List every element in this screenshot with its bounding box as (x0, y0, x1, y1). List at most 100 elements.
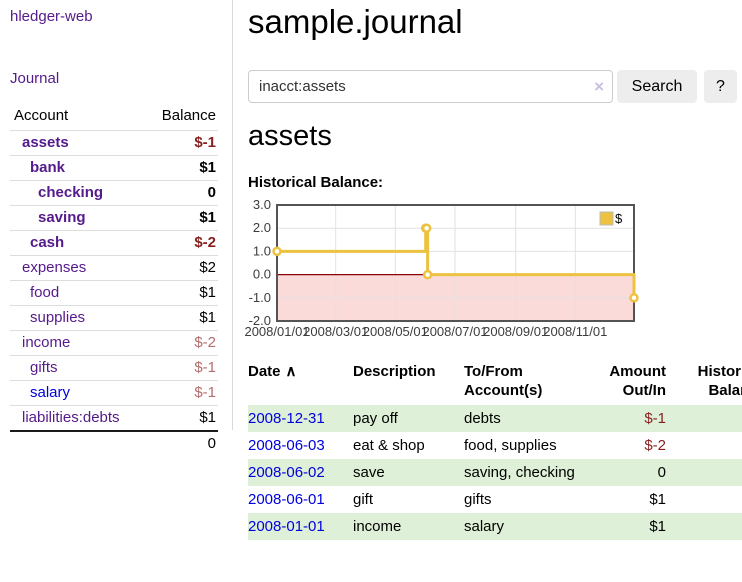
account-row: checking 0 (10, 180, 218, 206)
transaction-accounts: food, supplies (464, 437, 557, 454)
accounts-total-row: 0 (10, 430, 218, 456)
transaction-date-cell[interactable]: 2008-12-31 (248, 405, 353, 432)
transaction-description: pay off (353, 410, 398, 427)
account-row: bank $1 (10, 155, 218, 181)
column-header-date[interactable]: Date ∧ (248, 358, 353, 405)
account-balance: $-1 (147, 355, 218, 381)
chart-x-tick-label: 2008/09/01 (483, 324, 548, 339)
transactions-header: Date ∧ Description To/From Account(s) Amount… (248, 358, 742, 405)
column-header-label: Description (353, 363, 436, 380)
transaction-balance: $2 (666, 459, 742, 486)
transaction-date-link[interactable]: 2008-01-01 (248, 518, 325, 535)
sidebar-divider (232, 0, 233, 430)
column-header-label: To/From Account(s) (464, 363, 543, 399)
transaction-balance: 0 (666, 432, 742, 459)
transaction-date-link[interactable]: 2008-06-01 (248, 491, 325, 508)
chart-legend-swatch (599, 211, 614, 226)
account-link[interactable]: checking (38, 184, 104, 201)
sidebar-item-journal[interactable]: Journal (10, 70, 60, 87)
transaction-row[interactable]: 2008-01-01 income salary $1$1 (248, 513, 742, 540)
account-row: food $1 (10, 280, 218, 306)
account-row: saving $1 (10, 205, 218, 231)
account-link[interactable]: salary (30, 384, 71, 401)
chart-y-tick-label: -1.0 (249, 290, 271, 305)
chart-legend-label: $ (615, 211, 623, 226)
transaction-amount: $-1 (644, 410, 666, 427)
column-header-description: Description (353, 358, 464, 405)
transaction-row[interactable]: 2008-12-31 pay off debts $-1$-1 (248, 405, 742, 432)
chart-y-tick-label: -2.0 (249, 313, 271, 328)
account-row: income $-2 (10, 330, 218, 356)
clear-search-icon[interactable]: × (594, 77, 604, 96)
chart-y-tick-label: 1.0 (253, 243, 271, 258)
transaction-balance: $1 (666, 513, 742, 540)
accounts-header-row: Account Balance (10, 102, 218, 131)
chart-x-tick-label: 2008/03/01 (303, 324, 368, 339)
transaction-date-cell[interactable]: 2008-06-01 (248, 486, 353, 513)
account-balance: $2 (147, 255, 218, 281)
chart-x-tick-label: 2008/05/01 (363, 324, 428, 339)
account-link[interactable]: supplies (30, 309, 86, 326)
account-link[interactable]: gifts (30, 359, 58, 376)
column-header-to-from-account-s: To/From Account(s) (464, 358, 587, 405)
chart-point-marker (421, 223, 432, 233)
account-balance: $-2 (147, 330, 218, 356)
account-link[interactable]: income (22, 334, 71, 351)
account-balance: $1 (147, 280, 218, 306)
transaction-date-link[interactable]: 2008-06-02 (248, 464, 325, 481)
sort-ascending-icon: ∧ (285, 363, 297, 380)
column-header-label: Historical Balance (697, 363, 742, 399)
accounts-table-body: assets $-1 bank $1 checking 0 saving $1 cash $-2 e… (10, 130, 218, 431)
account-link[interactable]: bank (30, 159, 66, 176)
account-balance: $1 (147, 405, 218, 431)
transaction-date-link[interactable]: 2008-06-03 (248, 437, 325, 454)
accounts-total: 0 (147, 430, 218, 456)
account-link[interactable]: liabilities:debts (22, 409, 120, 426)
account-row: gifts $-1 (10, 355, 218, 381)
account-link[interactable]: assets (22, 134, 69, 151)
chart-border (276, 204, 635, 322)
transaction-description: save (353, 464, 385, 481)
transaction-description: gift (353, 491, 374, 508)
account-row: liabilities:debts $1 (10, 405, 218, 431)
chart-point-marker (272, 246, 282, 257)
account-balance: $1 (147, 305, 218, 331)
transactions-body: 2008-12-31 pay off debts $-1$-1 2008-06-03 ea… (248, 405, 742, 540)
transaction-balance: $-1 (666, 405, 742, 432)
page-title: sample.journal (248, 3, 463, 40)
account-link[interactable]: cash (30, 234, 65, 251)
account-row: cash $-2 (10, 230, 218, 256)
transaction-amount: $1 (649, 518, 666, 535)
column-header-amount-out-in: Amount Out/In (587, 358, 666, 405)
transaction-amount: $-2 (644, 437, 666, 454)
transaction-date-cell[interactable]: 2008-06-02 (248, 459, 353, 486)
transaction-amount: $1 (649, 491, 666, 508)
balance-chart: 3.0 2.0 1.0 0.0 -1.0 -2.02008/01/012008/03/01… (244, 197, 639, 339)
account-balance: $-2 (147, 230, 218, 256)
transaction-row[interactable]: 2008-06-02 save saving, checking 0$2 (248, 459, 742, 486)
transaction-date-link[interactable]: 2008-12-31 (248, 410, 325, 427)
transaction-balance: $2 (666, 486, 742, 513)
accounts-table: Account Balance assets $-1 bank $1 checking 0… (10, 102, 218, 456)
search-button[interactable]: Search (617, 70, 697, 103)
sidebar: hledger-web Journal Account Balance asse… (0, 0, 232, 456)
account-balance: 0 (147, 180, 218, 206)
help-button[interactable]: ? (704, 70, 737, 103)
app-title-link[interactable]: hledger-web (10, 8, 93, 25)
account-link[interactable]: expenses (22, 259, 87, 276)
transaction-date-cell[interactable]: 2008-06-03 (248, 432, 353, 459)
account-row: assets $-1 (10, 130, 218, 156)
account-link[interactable]: food (30, 284, 60, 301)
transaction-row[interactable]: 2008-06-01 gift gifts $1$2 (248, 486, 742, 513)
main-content: sample.journal × Search ? assets Histori… (244, 0, 742, 582)
account-balance: $-1 (147, 130, 218, 156)
transaction-row[interactable]: 2008-06-03 eat & shop food, supplies $-20 (248, 432, 742, 459)
account-link[interactable]: saving (38, 209, 86, 226)
transaction-accounts: saving, checking (464, 464, 575, 481)
accounts-header-account: Account (14, 107, 69, 124)
transaction-date-cell[interactable]: 2008-01-01 (248, 513, 353, 540)
search-input[interactable] (248, 70, 613, 103)
chart-x-tick-label: 2008/07/01 (422, 324, 487, 339)
transaction-accounts: gifts (464, 491, 492, 508)
chart-title: Historical Balance: (248, 174, 384, 191)
